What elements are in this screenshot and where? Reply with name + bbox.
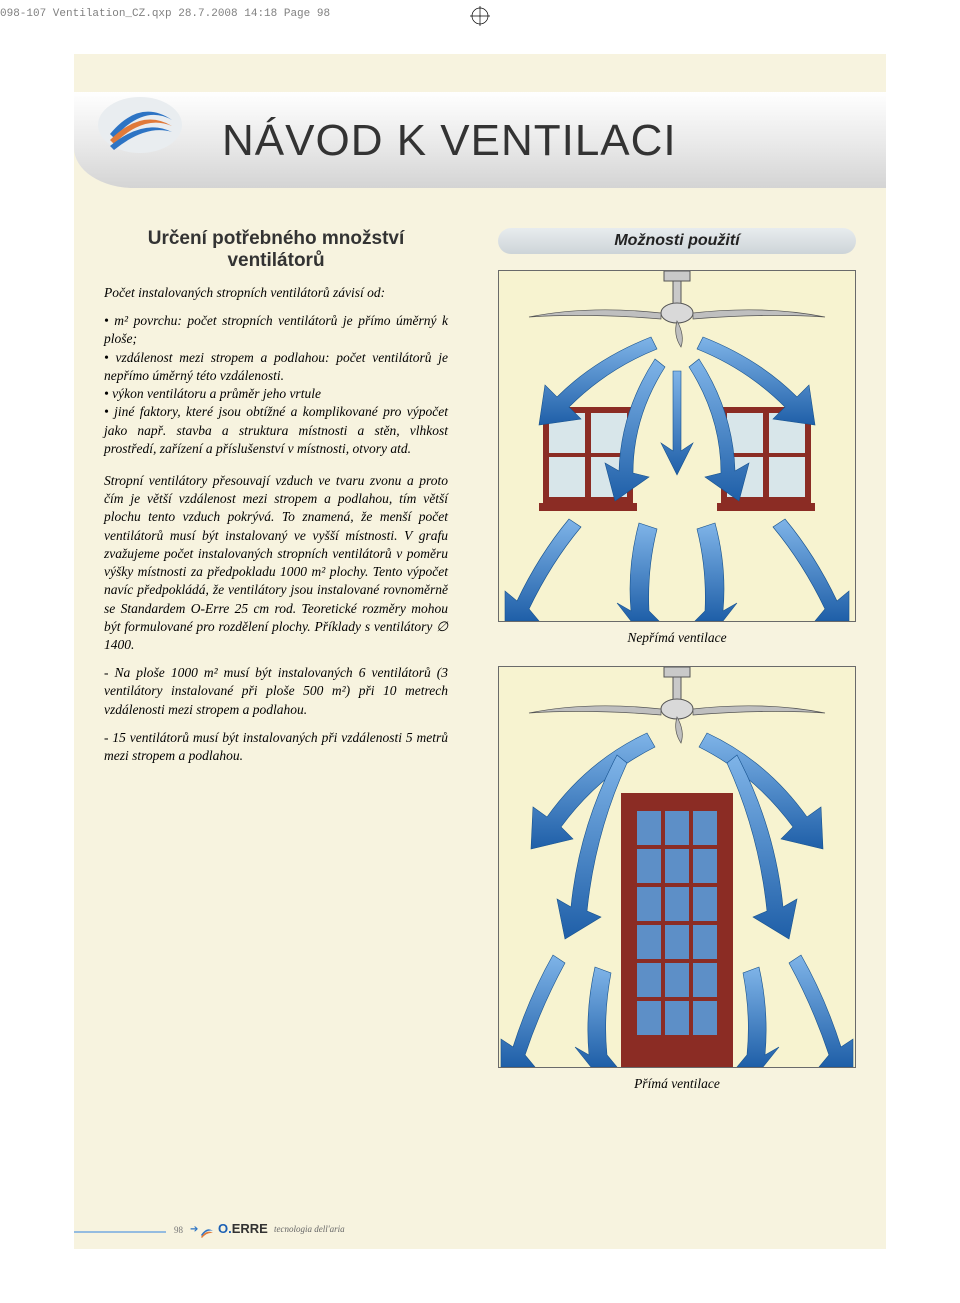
figure-caption: Přímá ventilace	[498, 1076, 856, 1092]
body-text-block: Počet instalovaných stropních ventilátor…	[104, 284, 448, 765]
brand-name: ERRE	[232, 1221, 268, 1236]
right-figure-column: Možnosti použití	[498, 228, 856, 1112]
figure-indirect-ventilation	[498, 270, 856, 622]
bullet-item: vzdálenost mezi stropem a podlahou: poče…	[104, 349, 448, 385]
brand-swirl-icon	[200, 1225, 214, 1243]
left-section-heading: Určení potřebného množství ventilátorů	[104, 228, 448, 272]
bullet-list: m² povrchu: počet stropních ventilátorů …	[104, 312, 448, 458]
arrow-icon: ➔	[190, 1224, 198, 1235]
figure-direct-ventilation	[498, 666, 856, 1068]
example-para: - 15 ventilátorů musí být instalovaných …	[104, 729, 448, 765]
footer-tagline: tecnologia dell'aria	[274, 1224, 345, 1234]
example-para: - Na ploše 1000 m² musí být instalovanýc…	[104, 664, 448, 719]
page-number: 98	[174, 1225, 183, 1235]
bullet-item: výkon ventilátoru a průměr jeho vrtule	[104, 385, 448, 403]
footer-brand: O.ERRE	[218, 1221, 268, 1236]
brand-prefix: O.	[218, 1221, 232, 1236]
figure-caption: Nepřímá ventilace	[498, 630, 856, 646]
bullet-item: m² povrchu: počet stropních ventilátorů …	[104, 312, 448, 348]
prepress-header: 098-107 Ventilation_CZ.qxp 28.7.2008 14:…	[0, 8, 330, 20]
left-text-column: Určení potřebného množství ventilátorů P…	[104, 228, 448, 775]
bullet-item: jiné faktory, které jsou obtížné a kompl…	[104, 403, 448, 458]
brand-logo-icon	[92, 90, 188, 165]
right-section-heading: Možnosti použití	[498, 228, 856, 254]
footer-rule	[74, 1231, 166, 1233]
crop-target-top	[470, 6, 490, 26]
intro-para: Počet instalovaných stropních ventilátor…	[104, 284, 448, 302]
main-para: Stropní ventilátory přesouvají vzduch ve…	[104, 472, 448, 654]
page-footer: 98 ➔ O.ERRE tecnologia dell'aria	[74, 1221, 886, 1245]
page-title: NÁVOD K VENTILACI	[222, 116, 677, 166]
